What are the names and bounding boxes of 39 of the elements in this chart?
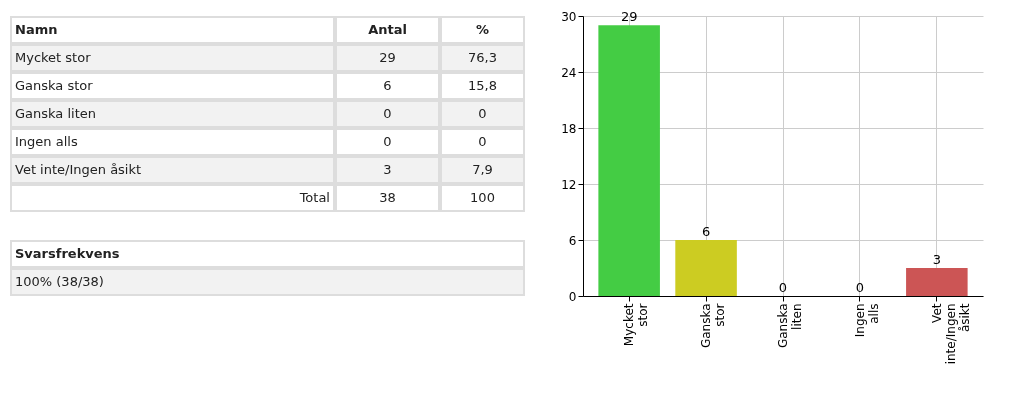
y-tick-label: 0	[568, 289, 577, 304]
text: 0	[478, 134, 487, 149]
category-label: Mycket stor	[15, 50, 91, 65]
data-label: 29	[620, 9, 638, 25]
data-label: 3	[932, 252, 941, 267]
text: %	[475, 22, 490, 37]
y-tick-label: 18	[561, 121, 577, 136]
text: 3	[383, 162, 392, 177]
y-tick-label: 6	[568, 233, 577, 248]
text: 76,3	[468, 50, 497, 65]
category-label: Ganska liten	[15, 106, 97, 121]
data-label: 6	[701, 224, 711, 239]
y-tick-label: 12	[561, 177, 577, 192]
data-label: 0	[855, 280, 865, 295]
text: Antal	[368, 22, 407, 37]
category-label: Ganska stor	[15, 78, 93, 93]
text: 100	[470, 190, 495, 205]
category-label: Vet inte/Ingen åsikt	[15, 162, 142, 177]
text: 7,9	[472, 162, 493, 177]
text: 100% (38/38)	[15, 274, 104, 289]
text: Svarsfrekvens	[15, 246, 120, 261]
x-tick-label: Vet inte/Ingen åsikt	[929, 303, 972, 365]
x-tick-label: Mycket stor	[622, 303, 651, 347]
text: Total	[298, 190, 330, 205]
text: Namn	[15, 22, 58, 37]
text: 6	[383, 78, 392, 93]
text: 0	[383, 134, 392, 149]
y-tick-label: 30	[561, 9, 577, 24]
data-label: 0	[778, 280, 788, 295]
x-tick-label: Ganska stor	[699, 303, 728, 349]
x-tick-label: Ingen alls	[852, 303, 881, 338]
category-label: Ingen alls	[15, 134, 78, 149]
text: 0	[383, 106, 392, 121]
text: 29	[379, 50, 396, 65]
text: 38	[379, 190, 396, 205]
x-tick-label: Ganska liten	[776, 303, 804, 349]
y-tick-label: 24	[561, 65, 577, 80]
text: 15,8	[468, 78, 497, 93]
text: 0	[478, 106, 487, 121]
